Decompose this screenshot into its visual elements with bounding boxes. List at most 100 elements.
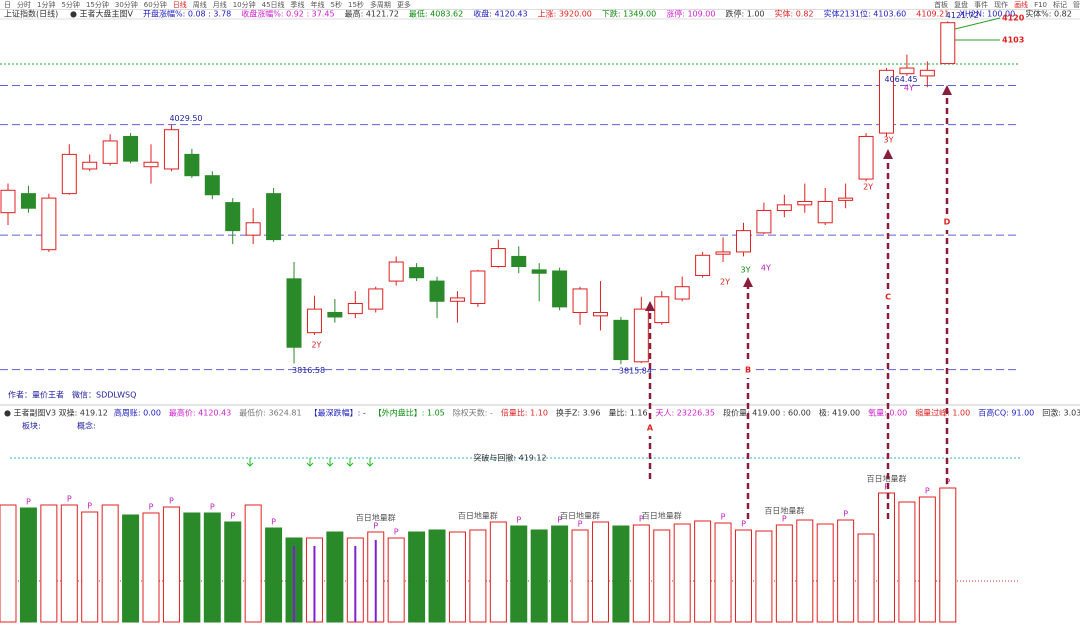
signal-arrow: [366, 458, 374, 467]
header-stat: 最高价: 4120.43: [169, 408, 231, 418]
tool[interactable]: 画线: [1014, 0, 1029, 9]
header-stat: 除权天数: -: [453, 408, 493, 418]
volume-bar: [877, 492, 895, 623]
tab[interactable]: 多周期: [369, 0, 391, 9]
candle-body: [184, 153, 200, 177]
volume-bar: [918, 496, 936, 623]
arrow-head: [942, 85, 952, 95]
arrow-badge: [880, 289, 896, 305]
p-marker: P: [782, 515, 787, 524]
volume-bar: [183, 512, 201, 623]
tab[interactable]: 45日线: [261, 0, 285, 9]
candle-body: [429, 280, 445, 302]
volume-bar: [837, 519, 855, 623]
header-stat: 缩量过峰: 1.00: [915, 408, 970, 418]
header-stat: 开盘涨幅%: 0.08 : 3.78: [143, 9, 231, 19]
volume-bar: [694, 520, 712, 623]
tab[interactable]: 日: [4, 0, 11, 9]
tab[interactable]: 月线: [212, 0, 227, 9]
volume-bar: [510, 525, 528, 623]
p-marker: P: [843, 510, 848, 519]
tab[interactable]: 分时: [17, 0, 31, 9]
volume-bar: [408, 531, 426, 623]
sub-chart-title: ● 王者副图V3 双操: 419.12: [4, 408, 108, 418]
header-stat: 百高CQ: 91.00: [978, 408, 1034, 418]
arrow-label: A: [647, 424, 654, 433]
tool[interactable]: 标记: [1053, 0, 1067, 9]
p-marker: P: [639, 515, 644, 524]
candle-body: [511, 255, 527, 268]
volume-bar: [775, 524, 793, 623]
tool[interactable]: 管: [1073, 0, 1080, 9]
candle-body: [327, 311, 343, 318]
header-stat: 下跌: 1349.00: [602, 9, 656, 19]
header-stat: 最低: 4083.62: [409, 9, 463, 19]
candle-body: [286, 278, 302, 348]
volume-bar: [224, 521, 242, 623]
author: 作者：量价王者 微信：SDDLWSQ: [8, 390, 136, 400]
candle-body: [674, 286, 690, 300]
tab[interactable]: 5分钟: [61, 0, 80, 9]
cluster-label: 百日地量群: [642, 511, 682, 521]
p-marker: P: [925, 487, 930, 496]
tab[interactable]: 日线: [172, 0, 187, 9]
header-stat: 高周账: 0.00: [114, 408, 161, 418]
tab[interactable]: 30分钟: [114, 0, 138, 9]
big-label: 4103: [1002, 36, 1024, 45]
header-stat: 收盘: 4120.43: [473, 9, 527, 19]
header-stat: 【最深跌幅】: -: [310, 408, 366, 418]
tab[interactable]: 5秒: [330, 0, 343, 9]
p-marker: P: [884, 483, 889, 492]
tool[interactable]: 复盘: [954, 0, 969, 9]
arrow-label: C: [885, 293, 891, 302]
tab[interactable]: 10分钟: [232, 0, 256, 9]
tool[interactable]: 现作: [994, 0, 1009, 9]
header-stat: ● 王者大盘主图V: [70, 9, 134, 19]
cluster-label: 百日地量群: [560, 511, 600, 521]
price-label: 4064.45: [884, 75, 917, 84]
toolbar: 日分时 1分钟 5分钟 15分钟 30分钟 60分钟 日线 周线 月线 10分钟 45日线 季线 年线 5…: [0, 0, 1080, 10]
volume-bar: [428, 529, 446, 623]
p-marker: P: [516, 516, 521, 525]
tab[interactable]: 15秒: [348, 0, 364, 9]
volume-bar: [122, 514, 140, 623]
signal-arrow: [246, 458, 254, 467]
tab[interactable]: 季线: [290, 0, 305, 9]
tab[interactable]: 周线: [192, 0, 207, 9]
price-label: 4029.50: [169, 114, 202, 123]
candle-body: [449, 297, 465, 302]
p-marker: P: [271, 518, 276, 527]
candle-body: [940, 22, 956, 65]
p-marker: P: [557, 516, 562, 525]
tool[interactable]: 首板: [934, 0, 949, 9]
tool[interactable]: F10: [1034, 0, 1047, 9]
tab[interactable]: 1分钟: [37, 0, 56, 9]
header-stat: 上涨: 3920.00: [538, 9, 592, 19]
header-stat: 实体: 0.82: [775, 9, 814, 19]
arrow-head: [743, 277, 753, 287]
volume-bar: [673, 523, 691, 623]
arrow-label: D: [944, 218, 951, 227]
candle-body: [715, 251, 731, 255]
header-stat: 量比: 1.16: [608, 408, 647, 418]
price-label: 4121.72: [946, 11, 979, 20]
volume-bar: [162, 506, 180, 623]
volume-bar: [551, 525, 569, 623]
header-stat: 涨停: 109.00: [666, 9, 715, 19]
arrow-badge: [642, 420, 658, 436]
tool[interactable]: 事件: [974, 0, 989, 9]
candle-body: [20, 193, 36, 209]
tab[interactable]: 15分钟: [85, 0, 109, 9]
signal-arrow: [306, 458, 314, 467]
p-marker: P: [169, 497, 174, 506]
signal-label: 2Y: [863, 183, 873, 192]
tab[interactable]: 60分钟: [143, 0, 167, 9]
candle-body: [735, 230, 751, 253]
candle-body: [368, 288, 384, 310]
tab[interactable]: 更多: [396, 0, 411, 9]
volume-bar: [265, 527, 283, 623]
candle-body: [654, 296, 670, 324]
header-stat: XH2N: 100.00: [959, 10, 1015, 19]
tab[interactable]: 年线: [310, 0, 325, 9]
